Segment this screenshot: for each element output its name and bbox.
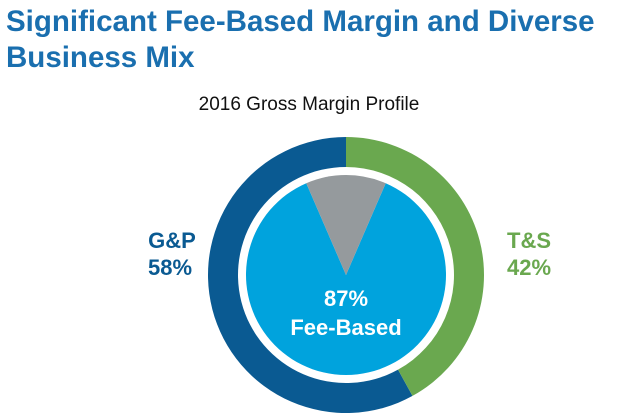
fee-based-label-name: Fee-Based bbox=[290, 315, 401, 340]
slide-title: Significant Fee-Based Margin and Diverse… bbox=[6, 5, 595, 74]
inner-pie bbox=[246, 175, 446, 375]
inner-pie-segment-fee-based bbox=[246, 183, 446, 375]
gp-label-name: G&P bbox=[148, 228, 196, 253]
gp-label: G&P 58% bbox=[148, 228, 196, 280]
gp-label-percent: 58% bbox=[148, 255, 192, 280]
chart-title: 2016 Gross Margin Profile bbox=[198, 94, 420, 115]
ts-label: T&S 42% bbox=[507, 228, 551, 280]
outer-ring-segment-gp bbox=[208, 137, 413, 413]
ts-label-name: T&S bbox=[507, 228, 551, 253]
ts-label-percent: 42% bbox=[507, 255, 551, 280]
outer-ring bbox=[208, 137, 484, 413]
outer-ring-segment-ts bbox=[346, 137, 484, 396]
fee-based-label: 87% Fee-Based bbox=[290, 286, 401, 340]
inner-pie-segment-non-fee-based bbox=[306, 175, 386, 275]
fee-based-label-percent: 87% bbox=[324, 286, 368, 311]
